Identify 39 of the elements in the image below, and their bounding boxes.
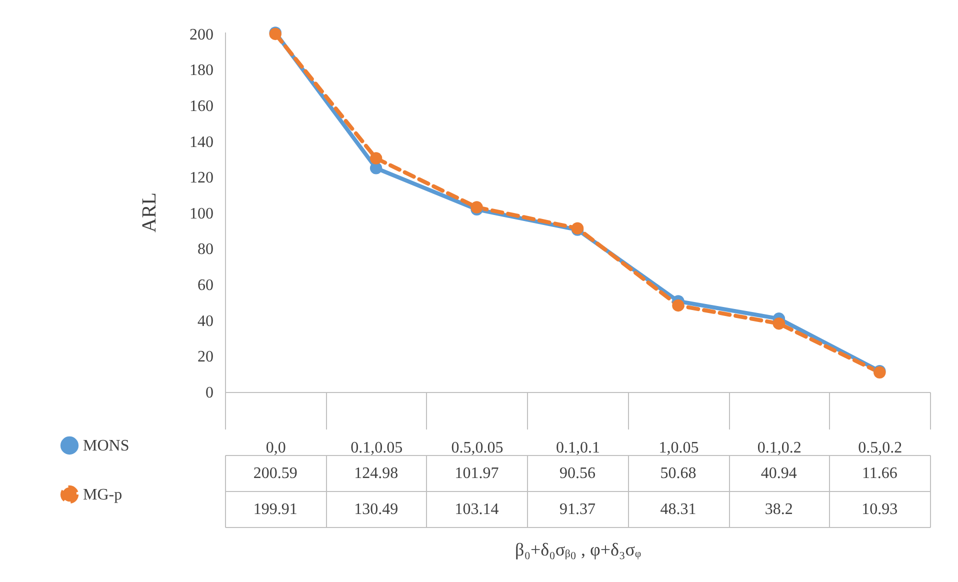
data-label: 124.98: [354, 465, 398, 482]
data-label: 200.59: [253, 465, 298, 482]
y-tick-label: 140: [190, 134, 214, 151]
y-tick-label: 100: [190, 205, 214, 222]
point: [772, 317, 786, 330]
point: [672, 299, 684, 312]
legend-label: MONS: [83, 438, 130, 454]
x-tick-label: 0.5,0.05: [451, 440, 504, 456]
data-label: 48.31: [660, 501, 696, 518]
y-tick-label: 0: [206, 384, 214, 402]
y-tick-label: 180: [190, 62, 214, 80]
data-label: 103.14: [454, 501, 499, 518]
y-tick-label: 120: [190, 170, 214, 187]
data-label: 40.94: [760, 465, 797, 482]
y-axis-title: ARL: [138, 192, 160, 232]
data-label: 10.93: [862, 501, 898, 518]
data-label: 130.49: [354, 501, 398, 518]
x-tick-label: 1,0.05: [658, 440, 699, 456]
y-tick-label: 160: [190, 98, 214, 115]
y-tick-label: 60: [198, 277, 214, 294]
point: [370, 152, 382, 164]
data-label: 50.68: [660, 465, 696, 482]
x-tick-label: 0.1,0.1: [556, 440, 600, 456]
data-label: 91.37: [560, 501, 596, 518]
legend-label: MG-p: [83, 486, 122, 504]
data-label: 90.56: [560, 465, 596, 482]
data-label: 11.66: [862, 465, 898, 482]
x-tick-label: 0.1,0.2: [757, 440, 802, 456]
y-tick-label: 80: [198, 241, 214, 258]
y-tick-label: 20: [198, 348, 214, 366]
x-tick-label: 0,0: [266, 440, 286, 456]
data-label: 38.2: [764, 501, 793, 518]
y-tick-label: 40: [198, 312, 214, 330]
x-axis-title: β₀+δ₀σᵦ₀ , φ+δ₃σᵩ: [515, 540, 641, 560]
y-tick-label: 200: [190, 26, 214, 44]
data-label: 101.97: [454, 465, 499, 482]
data-label: 199.91: [253, 501, 298, 518]
x-tick-label: 0.1,0.05: [350, 440, 403, 456]
x-tick-label: 0.5,0.2: [858, 440, 902, 456]
